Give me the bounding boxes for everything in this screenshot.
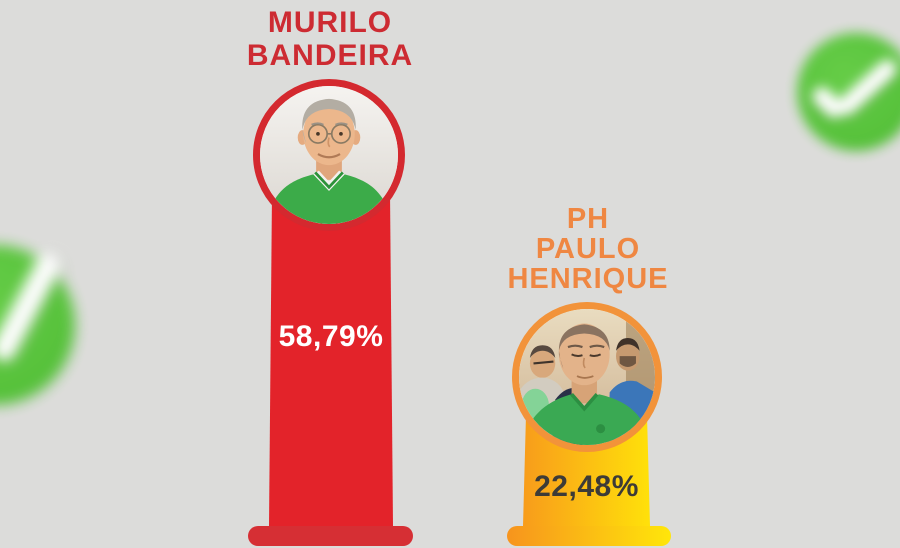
candidate-photo-ph: [512, 302, 662, 452]
percent-label-murilo: 58,79%: [278, 320, 384, 353]
percent-label-ph: 22,48%: [534, 470, 639, 503]
candidate-name-line: PAULO: [535, 233, 641, 265]
portrait-ph-illustration: [519, 309, 655, 445]
bar-murilo: [269, 192, 393, 526]
candidate-name-murilo: MURILO BANDEIRA: [180, 6, 480, 72]
portrait-murilo-illustration: [260, 86, 398, 224]
bar-base-ph: [507, 526, 671, 546]
checkmark-icon: [0, 245, 75, 405]
bar-base-murilo: [248, 526, 413, 546]
candidate-photo-murilo: [253, 79, 405, 231]
candidate-name-line: MURILO: [267, 6, 393, 39]
checkmark-icon: [797, 33, 900, 151]
candidate-name-line: BANDEIRA: [246, 39, 414, 72]
candidate-name-line: HENRIQUE: [507, 263, 669, 295]
candidate-name-line: PH: [566, 203, 610, 235]
candidate-name-ph: PH PAULO HENRIQUE: [438, 204, 738, 294]
